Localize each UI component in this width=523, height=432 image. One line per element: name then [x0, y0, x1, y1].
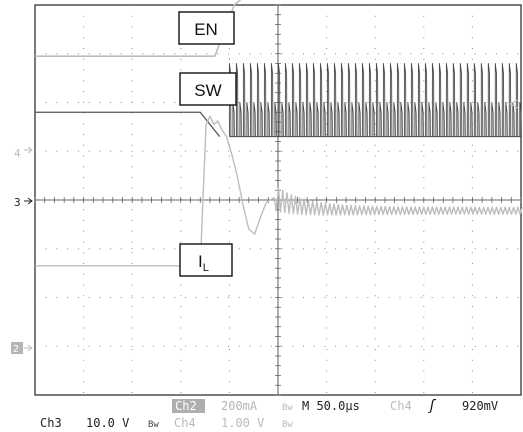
il-label-box: IL: [179, 243, 233, 277]
trigger-source: Ch4: [390, 399, 412, 413]
ch4-marker: 4: [14, 146, 33, 160]
ch4-status-bw: Bw: [282, 420, 293, 430]
trigger-slope-icon: ʃ: [428, 398, 437, 414]
ch2-status-scale: 200mA: [221, 399, 258, 413]
timebase-readout: M 50.0µs: [302, 399, 360, 413]
sw-label: SW: [194, 81, 221, 100]
ch3-status-scale: 10.0 V: [86, 416, 129, 430]
ch2-status-label-fg: Ch2: [175, 399, 197, 413]
sw-trace-pre: [35, 111, 221, 138]
il-label-main: I: [198, 252, 203, 271]
ch2-status-bw: Bw: [282, 403, 293, 413]
ch4-status-label: Ch4: [174, 416, 196, 430]
ch3-status-label: Ch3: [40, 416, 62, 430]
sw-trace-switching: [228, 63, 522, 138]
ch3-marker: 3: [14, 196, 33, 209]
status-bar: Ch2 Ch2 200mA Bw M 50.0µs Ch4 ʃ 920mV Ch…: [40, 398, 498, 430]
trigger-level-marker: [508, 99, 519, 109]
ch3-marker-label: 3: [14, 196, 21, 209]
trigger-level: 920mV: [462, 399, 498, 413]
ch3-status-bw: Bw: [148, 420, 159, 430]
sw-label-box: SW: [179, 72, 237, 106]
ch4-marker-label: 4: [14, 147, 21, 160]
ch4-status-scale: 1.00 V: [221, 416, 264, 430]
il-trace: [35, 115, 523, 267]
en-label-box: EN: [178, 11, 235, 45]
trace-layer: [35, 0, 523, 267]
en-label: EN: [194, 20, 218, 39]
il-label-subscript: L: [203, 262, 209, 274]
svg-text:IL: IL: [198, 252, 209, 274]
ch2-marker-label: 2: [13, 344, 19, 355]
en-trace: [35, 0, 242, 57]
ch2-marker: 2: [11, 342, 33, 355]
